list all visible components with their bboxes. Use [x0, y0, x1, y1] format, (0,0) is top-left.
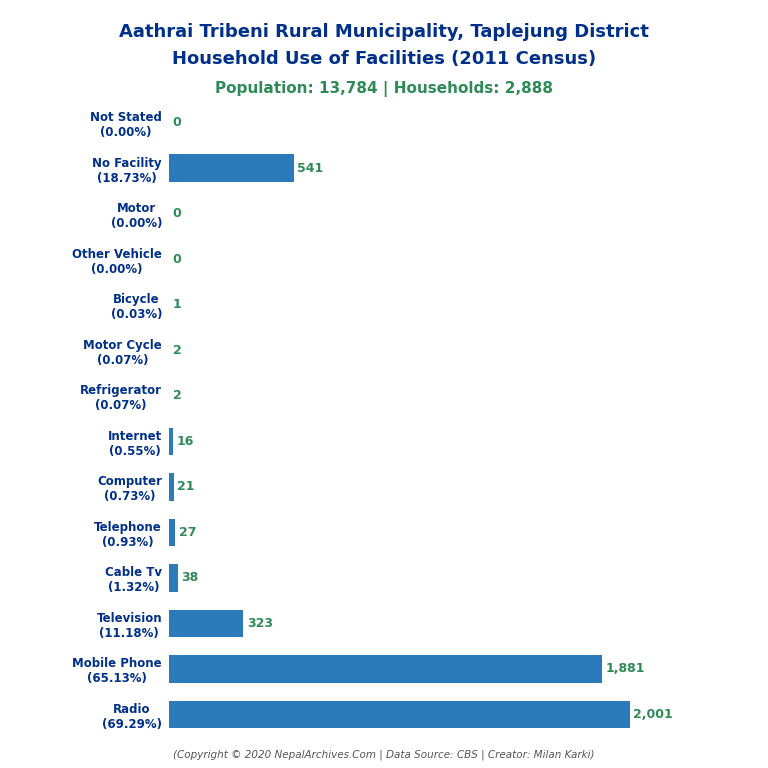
Bar [169, 701, 630, 728]
Text: 2: 2 [173, 389, 181, 402]
Text: 0: 0 [172, 116, 181, 129]
Text: 1: 1 [173, 298, 181, 311]
Text: Population: 13,784 | Households: 2,888: Population: 13,784 | Households: 2,888 [215, 81, 553, 97]
Text: 0: 0 [172, 253, 181, 266]
Bar [169, 564, 177, 591]
Text: (Copyright © 2020 NepalArchives.Com | Data Source: CBS | Creator: Milan Karki): (Copyright © 2020 NepalArchives.Com | Da… [174, 750, 594, 760]
Bar [169, 428, 173, 455]
Text: 2: 2 [173, 344, 181, 357]
Text: 541: 541 [297, 161, 323, 174]
Text: 27: 27 [179, 526, 196, 539]
Bar [169, 154, 293, 182]
Text: 16: 16 [176, 435, 194, 448]
Text: 21: 21 [177, 480, 195, 493]
Bar [169, 518, 175, 546]
Text: 2,001: 2,001 [634, 708, 674, 721]
Text: 1,881: 1,881 [606, 663, 645, 676]
Text: 0: 0 [172, 207, 181, 220]
Bar [169, 655, 602, 683]
Text: Aathrai Tribeni Rural Municipality, Taplejung District: Aathrai Tribeni Rural Municipality, Tapl… [119, 23, 649, 41]
Text: 323: 323 [247, 617, 273, 630]
Bar [169, 610, 243, 637]
Text: 38: 38 [181, 571, 198, 584]
Text: Household Use of Facilities (2011 Census): Household Use of Facilities (2011 Census… [172, 50, 596, 68]
Bar [169, 473, 174, 501]
